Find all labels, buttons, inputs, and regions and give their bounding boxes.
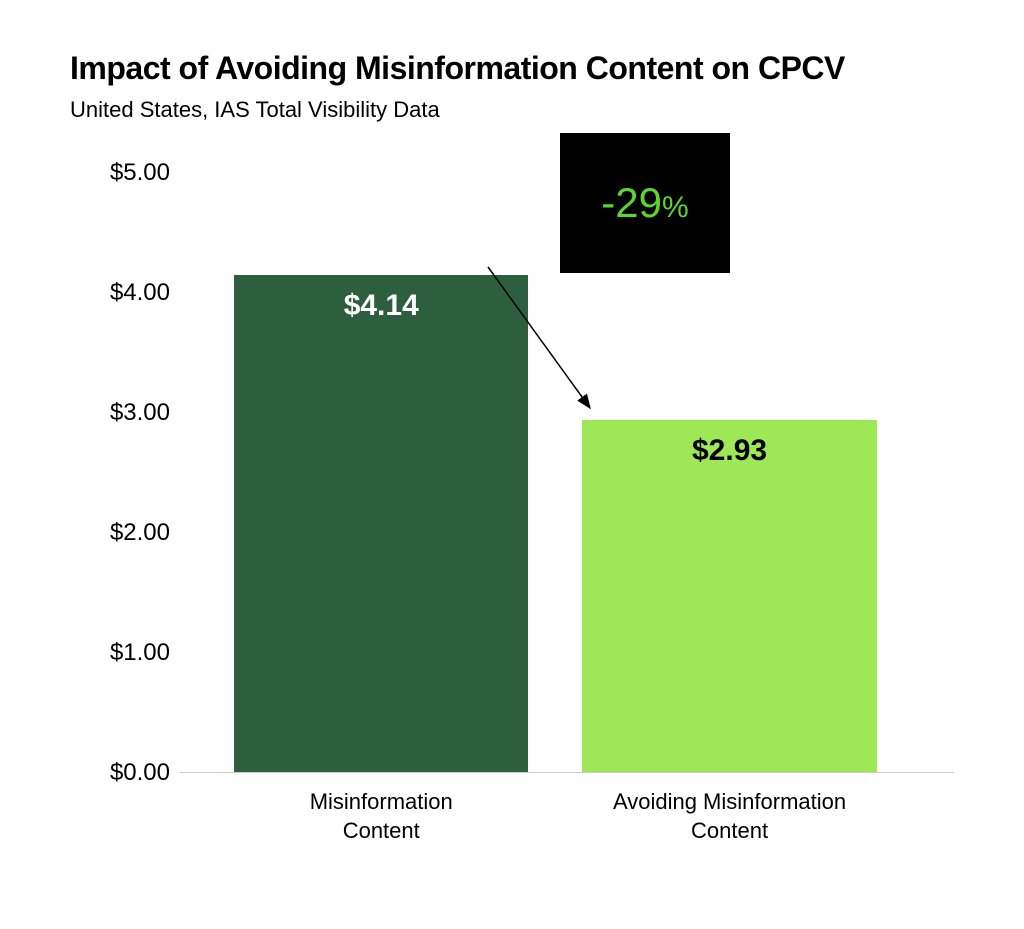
x-label-line2: Content	[343, 818, 420, 843]
bar-value-misinformation: $4.14	[234, 289, 528, 323]
chart-container: $5.00 $4.00 $3.00 $2.00 $1.00 $0.00 $4.1…	[70, 163, 954, 883]
bar-value-avoiding-misinformation: $2.93	[582, 434, 876, 468]
y-tick-2: $2.00	[110, 519, 170, 547]
x-label-line1: Avoiding Misinformation	[613, 789, 846, 814]
chart-subtitle: United States, IAS Total Visibility Data	[70, 97, 954, 123]
y-tick-5: $5.00	[110, 159, 170, 187]
y-tick-4: $4.00	[110, 279, 170, 307]
y-tick-3: $3.00	[110, 399, 170, 427]
x-label-line1: Misinformation	[310, 789, 453, 814]
bar-misinformation: $4.14	[234, 275, 528, 772]
chart-title: Impact of Avoiding Misinformation Conten…	[70, 50, 954, 87]
callout-main: -29	[601, 179, 662, 226]
bar-avoiding-misinformation: $2.93	[582, 420, 876, 772]
y-axis: $5.00 $4.00 $3.00 $2.00 $1.00 $0.00	[70, 163, 180, 773]
x-label-line2: Content	[691, 818, 768, 843]
plot-area: $4.14 $2.93 -29%	[180, 163, 954, 773]
x-label-avoiding-misinformation: Avoiding Misinformation Content	[552, 788, 908, 845]
callout-delta-box: -29%	[560, 133, 730, 273]
callout-suffix: %	[662, 191, 689, 224]
x-axis-labels: Misinformation Content Avoiding Misinfor…	[180, 788, 954, 858]
y-tick-0: $0.00	[110, 759, 170, 787]
callout-delta-text: -29%	[601, 179, 688, 227]
x-label-misinformation: Misinformation Content	[203, 788, 559, 845]
y-tick-1: $1.00	[110, 639, 170, 667]
